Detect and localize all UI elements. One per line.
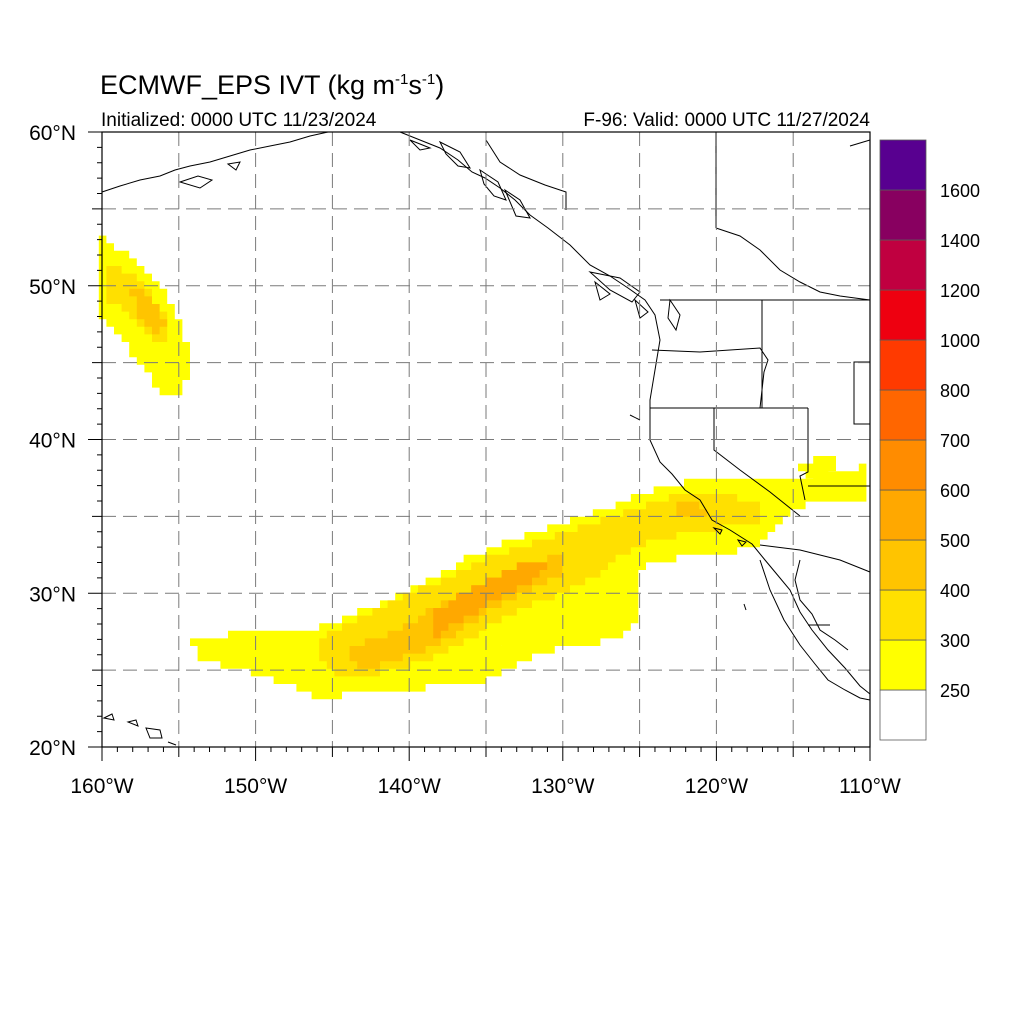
lat-tick-label: 50°N — [29, 276, 76, 299]
boundary-line — [651, 347, 769, 409]
coastline-segment — [667, 298, 681, 332]
colorbar-box — [879, 339, 927, 391]
coastline-segment — [794, 559, 849, 651]
boundary-line — [853, 361, 870, 425]
coastline-segment — [101, 131, 329, 193]
colorbar-label: 250 — [940, 681, 970, 701]
coastline-segment — [479, 168, 507, 201]
coastline-segment — [178, 175, 214, 189]
coastline-segment — [145, 727, 163, 739]
lon-tick-label: 160°W — [70, 775, 133, 798]
ivt-plume-north-400 — [129, 288, 168, 335]
colorbar-label: 500 — [940, 531, 970, 551]
lat-tick-label: 30°N — [29, 583, 76, 606]
colorbar-label: 800 — [940, 381, 970, 401]
coastline-segment — [226, 161, 241, 171]
boundary-line — [485, 139, 567, 210]
colorbar-label: 1000 — [940, 331, 980, 351]
colorbar-box — [879, 439, 927, 491]
coastline-segment — [736, 539, 747, 547]
coastline-segment — [759, 559, 871, 701]
initialized-time: Initialized: 0000 UTC 11/23/2024 — [101, 110, 377, 131]
boundary-line — [713, 408, 801, 517]
axis-ticks: 160°W 150°W 140°W 130°W 120°W 110°W 20°N 30°N 40… — [29, 122, 901, 798]
lon-tick-label: 140°W — [378, 775, 441, 798]
lon-tick-label: 110°W — [839, 775, 901, 798]
colorbar: 250 300 400 500 600 700 800 1000 1200 1400 1600 — [879, 139, 980, 741]
boundary-line — [629, 414, 641, 421]
colorbar-box — [879, 139, 927, 191]
gridlines — [102, 132, 870, 747]
colorbar-label: 300 — [940, 631, 970, 651]
colorbar-box — [879, 389, 927, 441]
coastline-segment — [588, 271, 641, 303]
colorbar-box — [879, 289, 927, 341]
coastline-segment — [126, 719, 139, 727]
coastline-segment — [167, 741, 177, 746]
colorbar-label: 1600 — [940, 181, 980, 201]
colorbar-label: 600 — [940, 481, 970, 501]
coastline-segment — [409, 139, 432, 151]
map-title: ECMWF_EPS IVT (kg m-1s-1) — [100, 70, 445, 100]
coastline-segment — [743, 603, 747, 611]
colorbar-box — [879, 489, 927, 541]
coastline-segment — [634, 298, 649, 319]
lon-tick-label: 150°W — [224, 775, 287, 798]
coastline-segment — [503, 188, 531, 219]
colorbar-label: 400 — [940, 581, 970, 601]
coastline-segment — [102, 713, 115, 721]
ivt-shading — [98, 235, 867, 700]
colorbar-label: 1400 — [940, 231, 980, 251]
coastline-segment — [399, 131, 871, 695]
boundary-line — [759, 544, 871, 573]
lon-tick-label: 120°W — [685, 775, 748, 798]
coastline — [101, 131, 871, 746]
colorbar-box — [879, 639, 927, 691]
ivt-river-core — [433, 562, 548, 639]
coastline-segment — [712, 527, 723, 535]
colorbar-box — [879, 539, 927, 591]
lon-tick-label: 130°W — [531, 775, 594, 798]
coastline-segment — [849, 139, 871, 147]
ivt-river-inland-fragment — [798, 456, 836, 479]
colorbar-box — [879, 239, 927, 291]
valid-time: F-96: Valid: 0000 UTC 11/27/2024 — [583, 110, 870, 131]
colorbar-box — [879, 589, 927, 641]
political-boundaries — [485, 132, 871, 626]
ivt-river-coast-400 — [676, 501, 707, 517]
colorbar-box — [879, 689, 927, 741]
colorbar-box — [879, 189, 927, 241]
lat-tick-label: 40°N — [29, 430, 76, 453]
colorbar-label: 700 — [940, 431, 970, 451]
coastline-segment — [594, 280, 611, 301]
boundary-line — [715, 227, 871, 301]
coastline-segment — [438, 140, 472, 169]
lat-tick-label: 60°N — [29, 122, 76, 145]
lat-tick-label: 20°N — [29, 737, 76, 760]
colorbar-label: 1200 — [940, 281, 980, 301]
